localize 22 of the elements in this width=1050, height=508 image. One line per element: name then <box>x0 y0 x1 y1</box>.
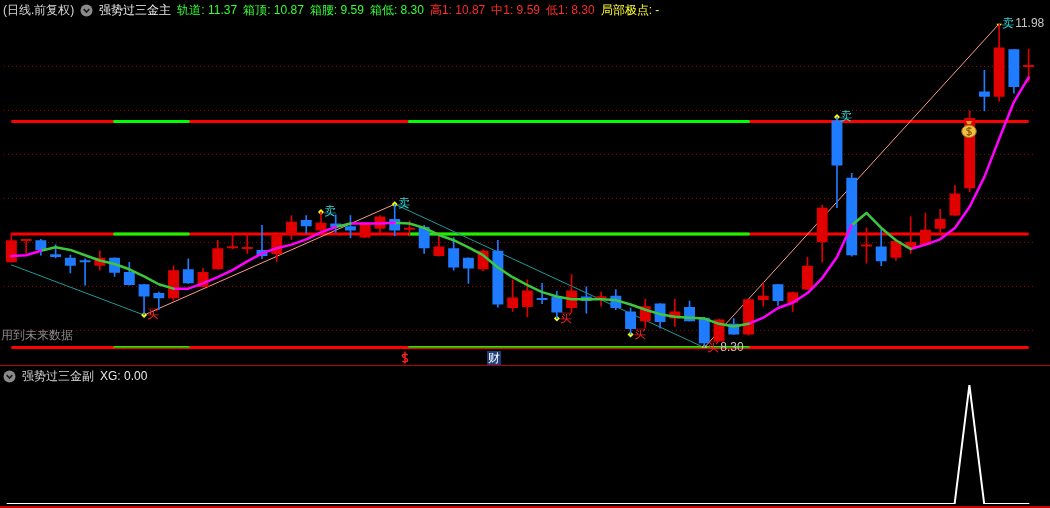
data-label: 买 <box>633 326 646 341</box>
data-label: 卖 <box>397 196 410 211</box>
text: 箱顶: 10.87 <box>243 1 304 19</box>
text: 中1: 9.59 <box>491 1 540 19</box>
data-label: 卖 <box>1002 16 1015 31</box>
text: 财 <box>487 351 501 365</box>
data-label: 买 <box>147 307 160 322</box>
chart-title: 强势过三金副 <box>22 367 94 385</box>
text: 高1: 10.87 <box>429 1 486 19</box>
annotation: 用到未来数据 <box>1 328 73 342</box>
data-label: 卖 <box>839 109 852 124</box>
data-label: 11.98 <box>1015 16 1045 31</box>
text: 低1: 8.30 <box>545 1 595 19</box>
chart-title: (日线.前复权) <box>3 1 75 19</box>
text: 局部极点: - <box>600 1 660 19</box>
data-label: 买 <box>559 310 572 325</box>
chart-subtitle: 强势过三金主 <box>99 1 172 19</box>
text: XG: 0.00 <box>100 369 148 383</box>
text: 箱低: 8.30 <box>369 1 424 19</box>
text: 箱腰: 9.59 <box>309 1 364 19</box>
text: 轨道: 11.37 <box>177 1 238 19</box>
data-label: 卖 <box>323 204 336 219</box>
